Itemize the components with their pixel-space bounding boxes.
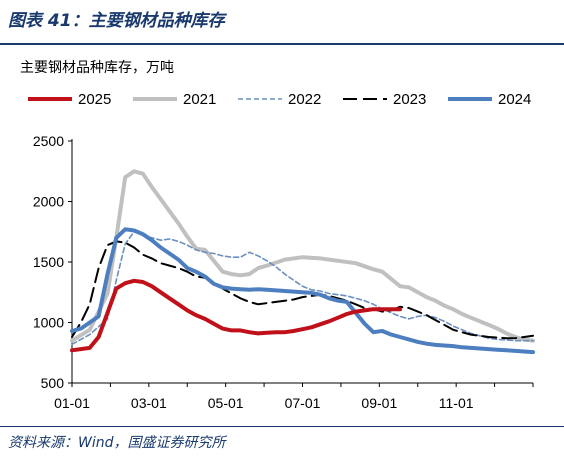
x-tick-label: 05-01 (208, 395, 244, 411)
y-tick-label: 1000 (33, 315, 64, 331)
y-tick-label: 1500 (33, 254, 64, 270)
legend-swatch-2024 (448, 97, 492, 101)
y-tick-label: 500 (41, 375, 65, 391)
title-divider (0, 43, 564, 45)
chart-title: 主要钢材品种库存，万吨 (20, 60, 174, 76)
legend-swatch-2023 (343, 98, 387, 100)
legend-swatch-2025 (28, 97, 72, 101)
legend-item-2023: 2023 (343, 88, 426, 110)
source-note: 资料来源：Wind，国盛证券研究所 (8, 435, 226, 451)
series-line-2024 (70, 227, 535, 355)
legend-label-2025: 2025 (78, 90, 112, 108)
x-tick-label: 07-01 (285, 395, 321, 411)
legend-item-2025: 2025 (28, 88, 111, 110)
series-line-2021 (70, 169, 535, 343)
x-tick-label: 09-01 (361, 395, 397, 411)
legend-item-2021: 2021 (133, 88, 216, 110)
legend-label-2021: 2021 (183, 90, 217, 108)
legend-label-2023: 2023 (393, 90, 427, 108)
legend-label-2022: 2022 (288, 90, 322, 108)
x-tick-label: 01-01 (54, 395, 90, 411)
series-line-2022 (71, 231, 534, 346)
figure-title: 图表 41：主要钢材品种库存 (8, 11, 225, 31)
series-line-2025 (70, 278, 402, 353)
legend-item-2024: 2024 (448, 88, 531, 110)
y-tick-label: 2000 (33, 194, 64, 210)
source-divider (0, 426, 564, 427)
legend-item-2022: 2022 (238, 88, 321, 110)
chart-legend: 2025 2021 2022 2023 2024 (28, 88, 558, 110)
x-tick-label: 11-01 (439, 395, 474, 411)
series-line-2023 (71, 240, 534, 340)
y-tick-label: 2500 (33, 133, 64, 149)
legend-swatch-2022 (238, 98, 282, 100)
x-tick-label: 03-01 (131, 395, 167, 411)
line-chart: 500 1000 1500 2000 2500 01-01 03-01 05-01 07-01 0… (33, 133, 535, 411)
legend-swatch-2021 (133, 97, 177, 101)
legend-label-2024: 2024 (498, 90, 532, 108)
